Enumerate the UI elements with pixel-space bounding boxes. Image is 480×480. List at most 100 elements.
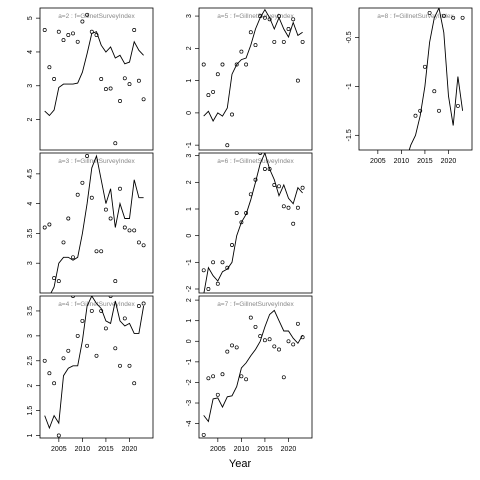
y-tick-label: 1 xyxy=(186,207,193,211)
data-point xyxy=(281,39,286,44)
data-point xyxy=(272,183,277,187)
data-point xyxy=(108,86,113,91)
x-axis-label: Year xyxy=(228,458,252,470)
data-point xyxy=(239,374,244,379)
data-point xyxy=(206,287,211,291)
data-point xyxy=(215,72,220,77)
data-point xyxy=(66,33,71,37)
y-tick-label: -1 xyxy=(346,83,353,89)
data-point xyxy=(239,49,244,54)
y-tick-label: 3.5 xyxy=(27,306,34,316)
data-point xyxy=(215,281,220,286)
data-point xyxy=(52,276,57,281)
y-tick-label: 3 xyxy=(27,334,34,338)
data-point xyxy=(141,301,146,306)
data-point xyxy=(272,39,277,44)
data-point xyxy=(281,375,286,380)
data-point xyxy=(75,39,80,44)
y-tick-label: 4 xyxy=(27,50,34,54)
data-point xyxy=(230,243,234,247)
data-point xyxy=(230,112,234,117)
data-point xyxy=(71,255,75,260)
data-point xyxy=(211,89,216,94)
panel-title: a=5 : f=GillnetSurveyIndex xyxy=(217,13,294,20)
y-tick-label: 4 xyxy=(27,202,34,206)
y-tick-label: -2 xyxy=(186,379,193,385)
data-point xyxy=(136,240,141,245)
data-point xyxy=(141,97,146,102)
y-tick-label: 1 xyxy=(27,433,34,437)
panel-frame xyxy=(198,295,313,439)
data-point xyxy=(132,228,137,233)
data-point xyxy=(248,30,253,35)
data-point xyxy=(118,363,122,368)
data-point xyxy=(262,338,267,343)
data-point xyxy=(118,186,122,191)
panel-frame xyxy=(198,7,313,151)
panel-5: a=6 : f=GillnetSurveyIndex -2 -1 0 1 2 3 xyxy=(186,152,313,294)
y-tick-label: 2 xyxy=(186,298,193,302)
data-point xyxy=(258,334,263,339)
data-point xyxy=(286,339,291,344)
data-point xyxy=(239,220,244,225)
y-tick-label: 3 xyxy=(27,84,34,88)
data-point xyxy=(103,207,108,212)
data-point xyxy=(66,348,71,353)
y-tick-label: 3 xyxy=(186,14,193,18)
data-point xyxy=(220,260,225,265)
data-point xyxy=(220,372,225,377)
series-line xyxy=(203,309,303,423)
data-point xyxy=(118,99,122,103)
panel-frame xyxy=(358,7,473,151)
y-tick-label: -1 xyxy=(186,142,193,148)
data-point xyxy=(113,346,118,351)
data-point xyxy=(94,249,99,254)
data-point xyxy=(122,76,127,81)
panel-title: a=2 : f=GillnetSurveyIndex xyxy=(58,13,135,20)
y-tick-label: 2 xyxy=(27,384,34,388)
panel-title: a=7 : f=GillnetSurveyIndex xyxy=(217,301,294,308)
data-point xyxy=(441,13,446,18)
data-point xyxy=(211,260,216,265)
data-point xyxy=(413,113,418,118)
data-point xyxy=(267,17,272,22)
y-tick-label: 2 xyxy=(186,46,193,50)
data-point xyxy=(42,225,47,230)
x-tick-label: 2020 xyxy=(122,446,138,453)
data-point xyxy=(225,143,230,148)
y-tick-label: -3 xyxy=(186,400,193,406)
panel-title: a=6 : f=GillnetSurveyIndex xyxy=(217,158,294,165)
data-point xyxy=(47,222,52,227)
data-point xyxy=(52,77,57,81)
x-tick-label: 2005 xyxy=(210,446,226,453)
data-point xyxy=(253,43,258,48)
data-point xyxy=(262,167,267,171)
data-point xyxy=(281,204,286,209)
data-point xyxy=(141,243,146,248)
data-point xyxy=(99,77,104,81)
x-tick-label: 2015 xyxy=(257,446,273,453)
y-tick-label: 2 xyxy=(27,118,34,122)
data-point xyxy=(136,304,141,308)
data-point xyxy=(234,211,239,215)
data-point xyxy=(94,353,99,358)
data-point xyxy=(94,33,99,37)
data-point xyxy=(56,279,61,284)
data-point xyxy=(258,14,263,19)
y-tick-label: -4 xyxy=(186,420,193,426)
data-point xyxy=(201,62,206,67)
data-point xyxy=(127,363,132,368)
data-point xyxy=(61,38,66,43)
series-line xyxy=(44,31,144,117)
data-point xyxy=(225,349,230,354)
data-point xyxy=(99,308,104,313)
data-point xyxy=(61,356,66,361)
data-point xyxy=(201,268,206,273)
y-tick-label: -2 xyxy=(186,286,193,292)
data-point xyxy=(80,180,85,185)
data-point xyxy=(206,376,211,381)
series-line xyxy=(408,8,464,150)
data-point xyxy=(89,195,94,200)
data-point xyxy=(267,337,272,342)
y-tick-label: 1 xyxy=(186,79,193,83)
